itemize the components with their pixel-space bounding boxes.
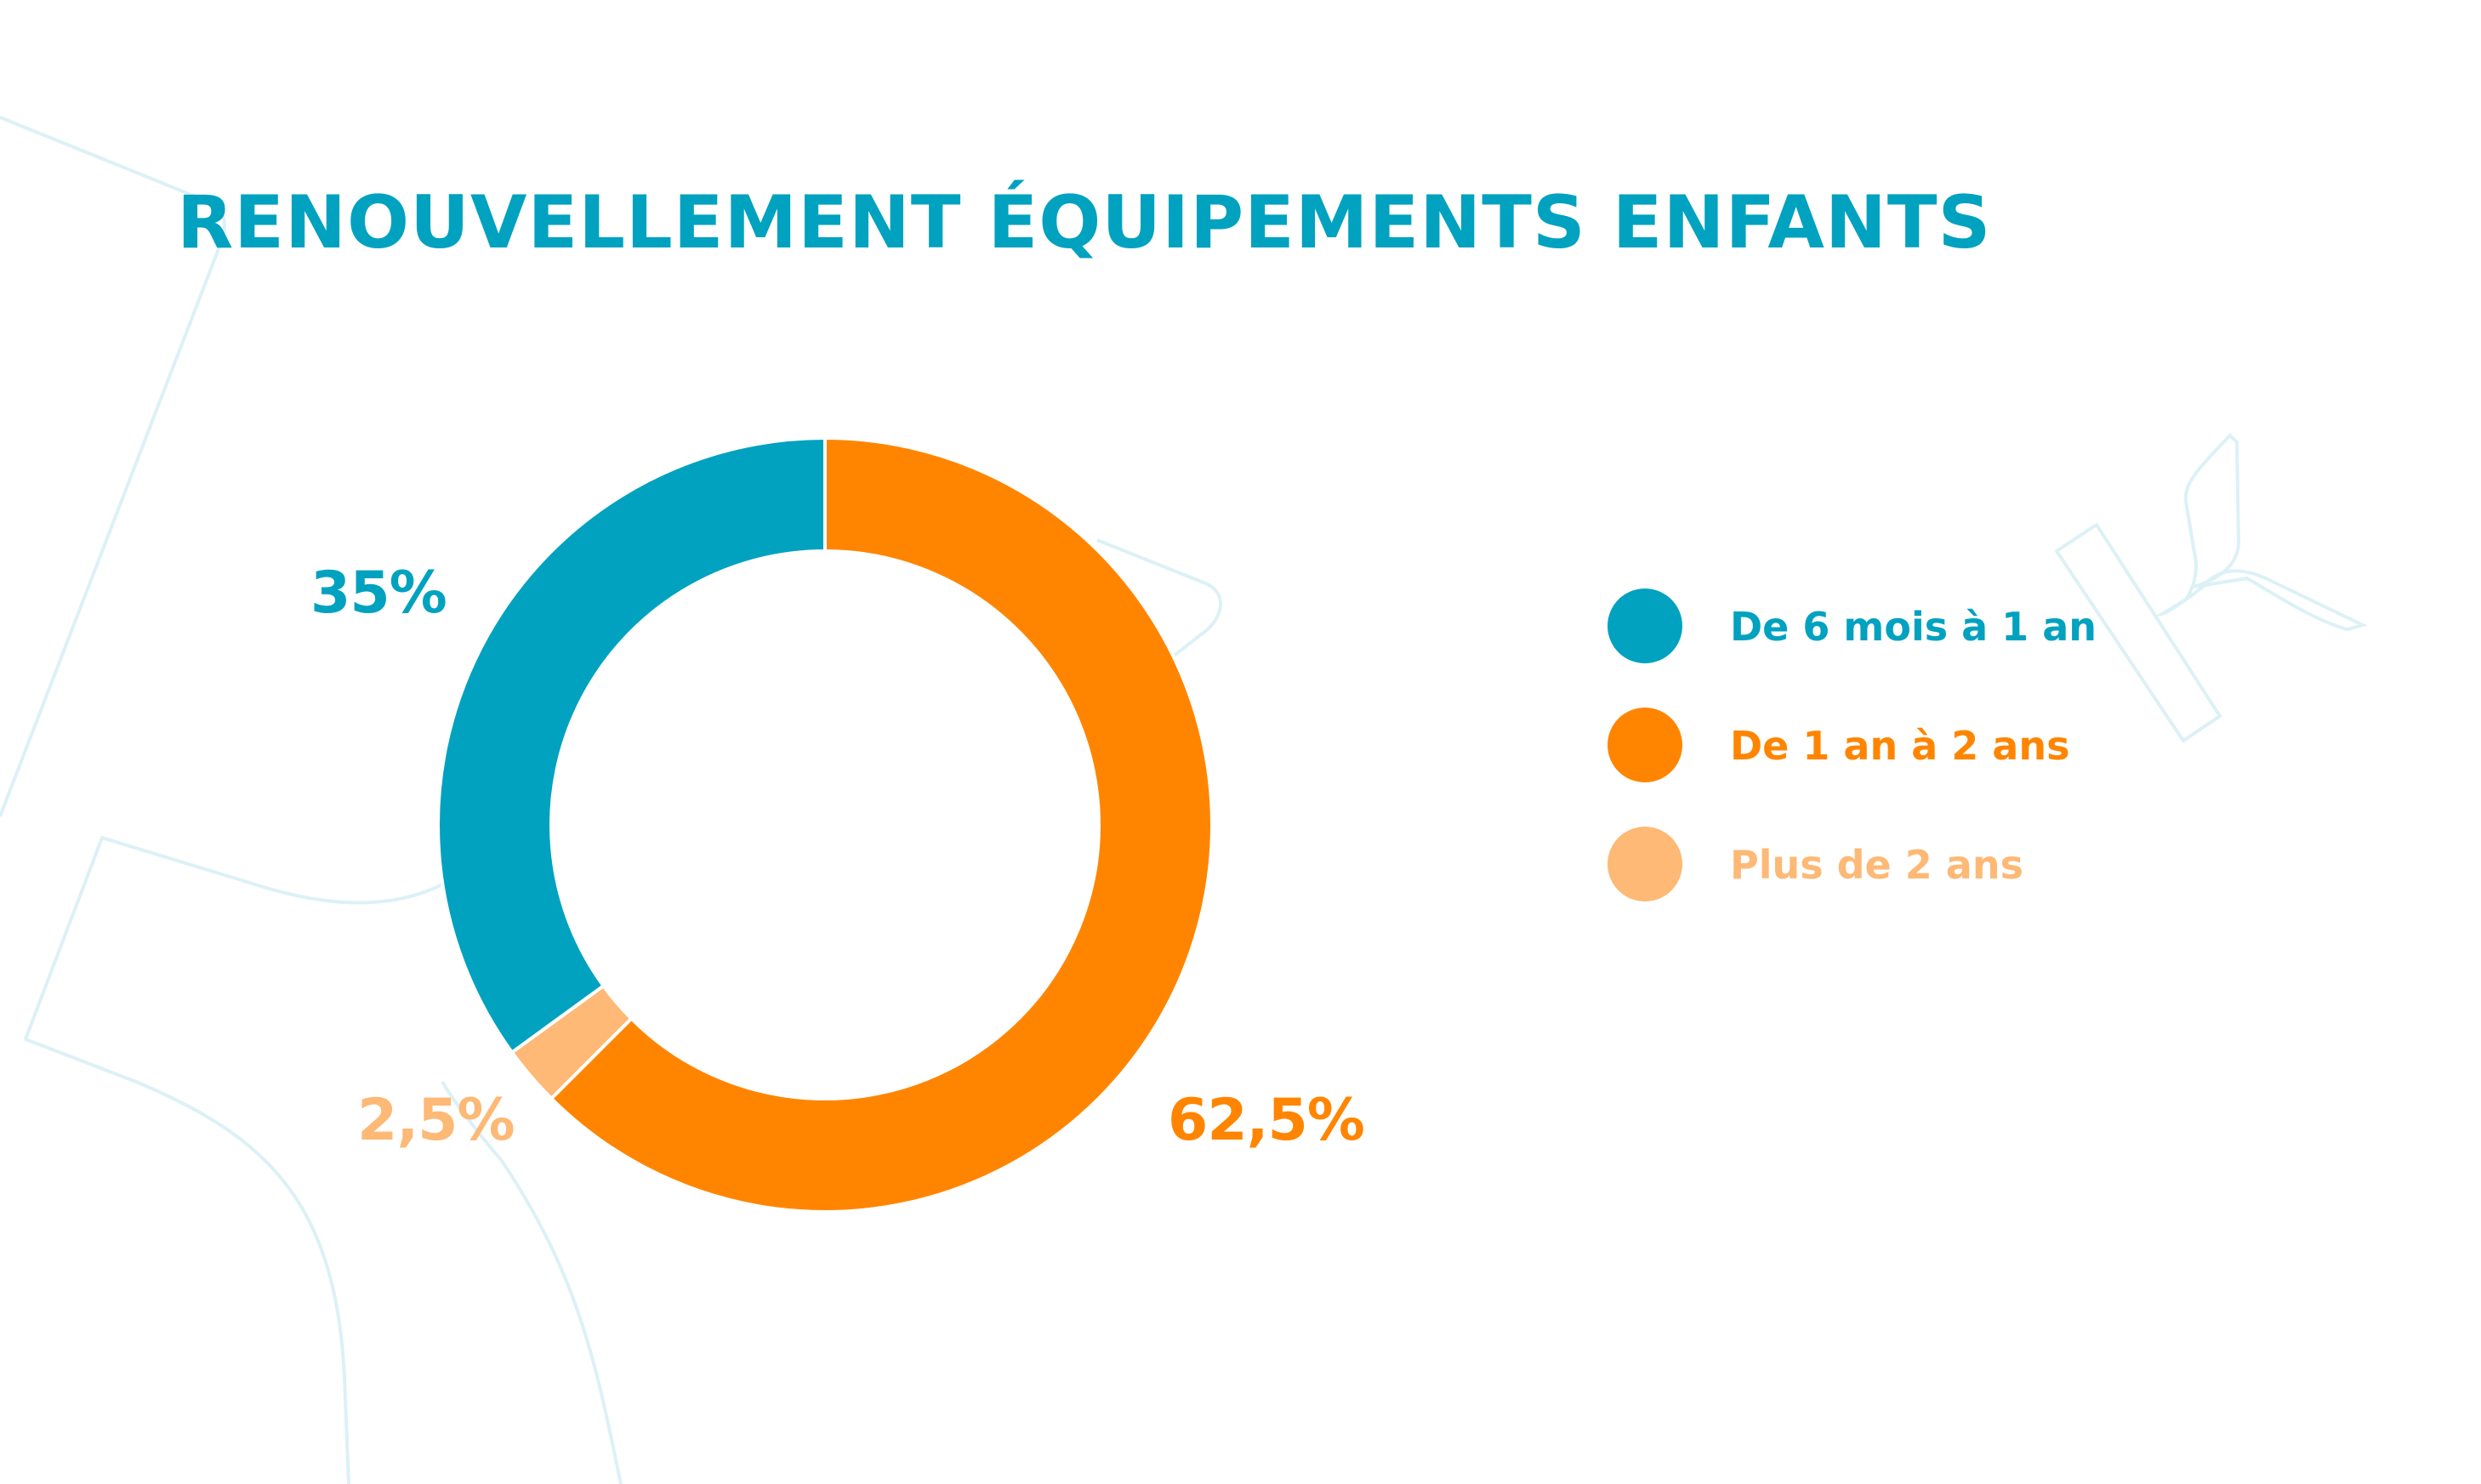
pct-label-plus-2-ans: 2,5% [357,1087,515,1154]
legend-dot [1608,588,1682,663]
legend-label: Plus de 2 ans [1730,842,2023,888]
donut-chart [436,435,1214,1214]
legend-label: De 6 mois à 1 an [1730,604,2097,650]
legend-dot [1608,708,1682,782]
donut-slice-de-6-mois-1-an [436,435,827,1055]
pct-label-1-2-ans: 62,5% [1168,1087,1365,1154]
donut-slice-de-1-an-2-ans [549,435,1214,1214]
legend-label: De 1 an à 2 ans [1730,723,2070,769]
legend-dot [1608,827,1682,901]
chart-title: RENOUVELLEMENT ÉQUIPEMENTS ENFANTS [177,180,1992,265]
pct-label-6-mois-1-an: 35% [310,560,447,627]
